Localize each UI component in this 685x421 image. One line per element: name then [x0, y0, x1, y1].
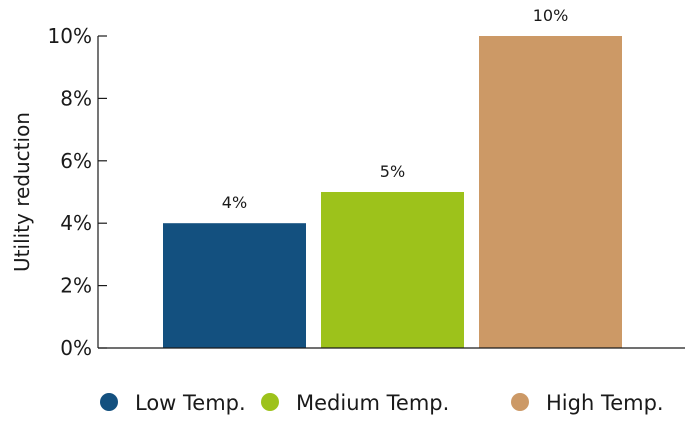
bar-value-label: 5% [380, 162, 405, 181]
y-tick-label: 6% [60, 149, 92, 173]
legend-label: Medium Temp. [296, 391, 449, 415]
bars [163, 36, 622, 348]
y-tick-label: 2% [60, 274, 92, 298]
bar-low-temp [163, 223, 306, 348]
bar-medium-temp [321, 192, 464, 348]
y-axis: 0% 2% 4% 6% 8% 10% [48, 24, 107, 360]
y-tick-label: 4% [60, 211, 92, 235]
legend-marker [100, 393, 118, 411]
y-tick-label: 8% [60, 86, 92, 110]
value-labels: 4% 5% 10% [222, 6, 568, 212]
legend-label: High Temp. [546, 391, 664, 415]
legend-label: Low Temp. [135, 391, 246, 415]
y-tick-label: 10% [48, 24, 92, 48]
legend: Low Temp. Medium Temp. High Temp. [100, 391, 664, 415]
legend-marker [261, 393, 279, 411]
y-tick-label: 0% [60, 336, 92, 360]
bar-high-temp [479, 36, 622, 348]
bar-value-label: 10% [533, 6, 569, 25]
y-axis-label: Utility reduction [10, 112, 34, 272]
bar-value-label: 4% [222, 193, 247, 212]
legend-marker [511, 393, 529, 411]
